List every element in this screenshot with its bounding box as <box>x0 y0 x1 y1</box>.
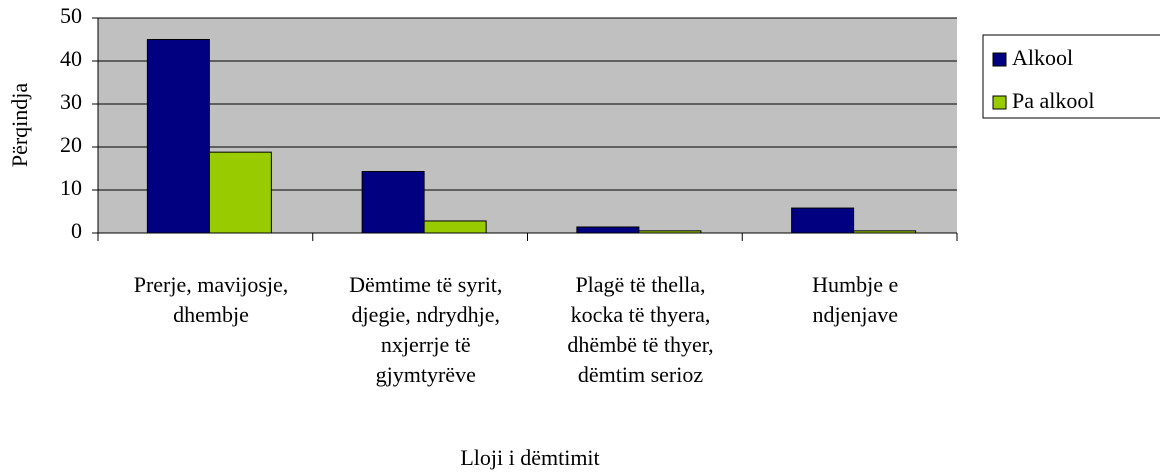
x-tick-label: Prerje, mavijosje, dhembje <box>133 272 289 327</box>
y-tick-label: 40 <box>60 46 82 71</box>
legend-label: Pa alkool <box>1012 88 1095 113</box>
bar <box>146 39 210 234</box>
bar <box>423 220 487 234</box>
bar <box>791 207 855 234</box>
bar <box>576 226 640 234</box>
legend-label: Alkool <box>1012 45 1073 70</box>
legend-swatch <box>992 95 1007 110</box>
y-axis-title: Përqindja <box>7 83 32 168</box>
legend-swatch <box>992 52 1007 67</box>
x-tick-label: Humbje e ndjenjave <box>812 272 899 327</box>
legend-box <box>982 34 1160 119</box>
bar <box>361 171 425 234</box>
y-tick-label: 50 <box>60 3 82 28</box>
x-axis-title: Lloji i dëmtimit <box>460 445 599 470</box>
y-tick-label: 10 <box>60 175 82 200</box>
y-tick-label: 20 <box>60 132 82 157</box>
x-tick-label: Plagë të thella, kocka të thyera, dhëmbë… <box>567 272 714 387</box>
bar <box>208 151 272 234</box>
y-tick-label: 30 <box>60 89 82 114</box>
x-tick-label: Dëmtime të syrit, djegie, ndrydhje, nxje… <box>349 272 503 387</box>
y-tick-label: 0 <box>71 218 82 243</box>
